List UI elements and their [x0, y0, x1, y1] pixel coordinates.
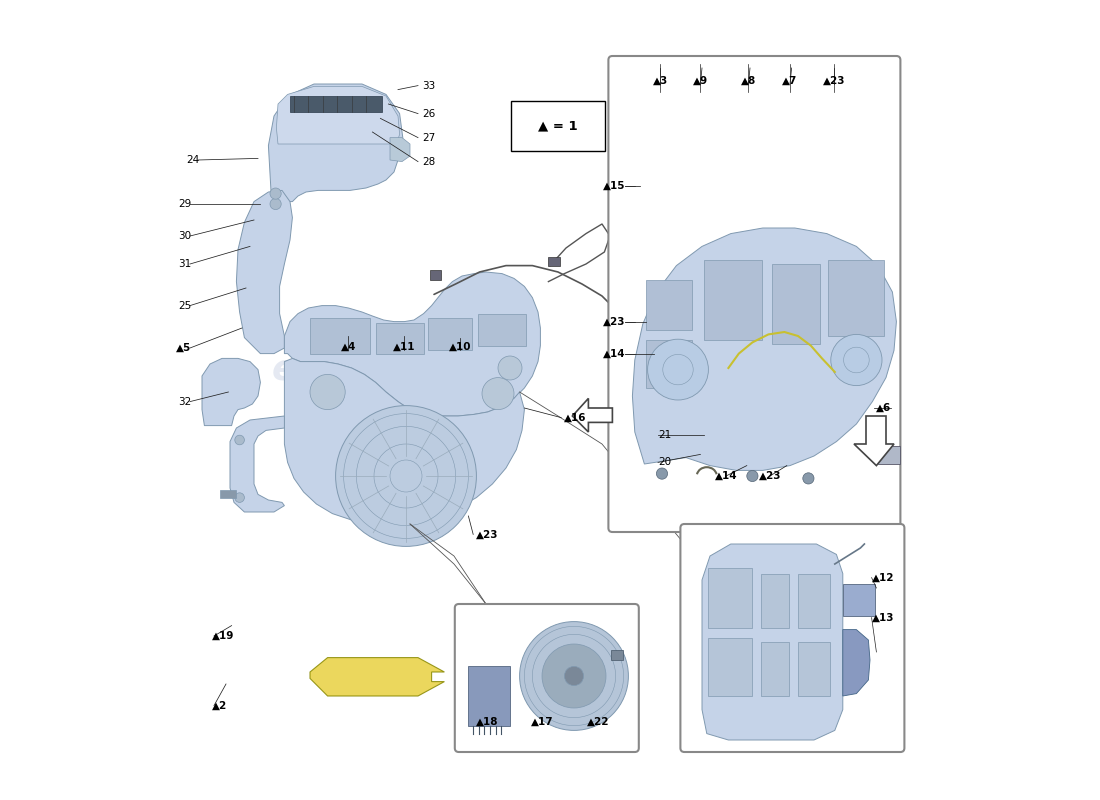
Bar [708, 568, 752, 628]
Bar [828, 260, 884, 336]
Polygon shape [632, 228, 896, 470]
Bar [478, 314, 526, 346]
Bar [428, 318, 472, 350]
Circle shape [803, 473, 814, 484]
Bar [798, 574, 830, 628]
Text: ▲3: ▲3 [652, 76, 668, 86]
Text: 33: 33 [422, 81, 436, 90]
Text: ▲12: ▲12 [871, 573, 894, 582]
Polygon shape [202, 358, 261, 426]
Circle shape [657, 468, 668, 479]
Bar [798, 642, 830, 696]
Text: ▲5: ▲5 [176, 343, 191, 353]
Circle shape [564, 666, 584, 686]
Polygon shape [285, 358, 525, 524]
Polygon shape [268, 84, 403, 202]
Text: ▲23: ▲23 [759, 471, 781, 481]
Text: 25: 25 [178, 301, 191, 310]
Text: 20: 20 [658, 458, 671, 467]
Circle shape [542, 644, 606, 708]
Text: ▲14: ▲14 [715, 471, 737, 481]
Text: 27: 27 [422, 133, 436, 142]
FancyBboxPatch shape [454, 604, 639, 752]
Text: ▲19: ▲19 [212, 631, 234, 641]
Bar [220, 490, 236, 498]
Bar [646, 280, 692, 330]
FancyBboxPatch shape [681, 524, 904, 752]
Text: ▲14: ▲14 [603, 349, 625, 358]
Text: ▲23: ▲23 [603, 317, 625, 326]
Text: ▲7: ▲7 [782, 76, 797, 86]
Bar [610, 650, 623, 660]
Text: 32: 32 [178, 397, 191, 406]
Text: ▲16: ▲16 [564, 413, 587, 422]
Text: 24: 24 [186, 155, 199, 165]
Circle shape [336, 406, 476, 546]
Text: ▲17: ▲17 [530, 717, 553, 726]
Circle shape [270, 198, 282, 210]
Text: ▲23: ▲23 [476, 530, 499, 539]
Polygon shape [572, 398, 613, 432]
Bar [704, 260, 762, 340]
FancyBboxPatch shape [608, 56, 901, 532]
Polygon shape [390, 138, 410, 162]
Text: a passion for parts since...: a passion for parts since... [289, 410, 483, 425]
Bar [646, 340, 692, 388]
Text: 30: 30 [178, 231, 191, 241]
Bar [843, 584, 874, 616]
Circle shape [234, 493, 244, 502]
Text: ▲6: ▲6 [877, 403, 892, 413]
Bar [772, 264, 821, 344]
Polygon shape [276, 86, 399, 144]
Bar [761, 642, 789, 696]
FancyBboxPatch shape [510, 101, 605, 151]
Circle shape [648, 339, 708, 400]
Bar [708, 638, 752, 696]
Circle shape [747, 470, 758, 482]
Text: ▲18: ▲18 [476, 717, 498, 726]
Polygon shape [854, 416, 894, 466]
Bar [430, 270, 441, 280]
Circle shape [498, 356, 522, 380]
Text: ▲ = 1: ▲ = 1 [538, 119, 578, 133]
Polygon shape [236, 190, 293, 354]
Circle shape [482, 378, 514, 410]
Bar [290, 96, 382, 112]
Polygon shape [285, 272, 540, 416]
Text: ▲13: ▲13 [871, 613, 894, 622]
Text: eurospares: eurospares [272, 353, 500, 386]
Circle shape [234, 435, 244, 445]
Bar [375, 323, 424, 354]
Bar [549, 257, 560, 266]
Text: 21: 21 [658, 430, 671, 440]
Circle shape [519, 622, 628, 730]
Polygon shape [843, 630, 870, 696]
Text: 28: 28 [422, 157, 436, 166]
Text: ▲22: ▲22 [586, 717, 609, 726]
Text: 29: 29 [178, 199, 191, 209]
Bar [761, 574, 789, 628]
Text: ▲9: ▲9 [693, 76, 708, 86]
Bar [469, 666, 510, 726]
Text: ▲15: ▲15 [603, 181, 625, 190]
Bar [310, 318, 370, 354]
Polygon shape [702, 544, 843, 740]
Polygon shape [310, 658, 444, 696]
Circle shape [270, 188, 282, 199]
Text: ▲4: ▲4 [341, 342, 356, 352]
Text: 31: 31 [178, 259, 191, 269]
Polygon shape [230, 416, 285, 512]
Text: 26: 26 [422, 109, 436, 118]
Bar [878, 446, 901, 464]
Circle shape [310, 374, 345, 410]
Text: ▲10: ▲10 [449, 342, 472, 352]
Text: ▲11: ▲11 [393, 342, 416, 352]
Circle shape [830, 334, 882, 386]
Text: ▲8: ▲8 [740, 76, 756, 86]
Text: ▲23: ▲23 [823, 76, 845, 86]
Text: ▲2: ▲2 [212, 701, 228, 710]
